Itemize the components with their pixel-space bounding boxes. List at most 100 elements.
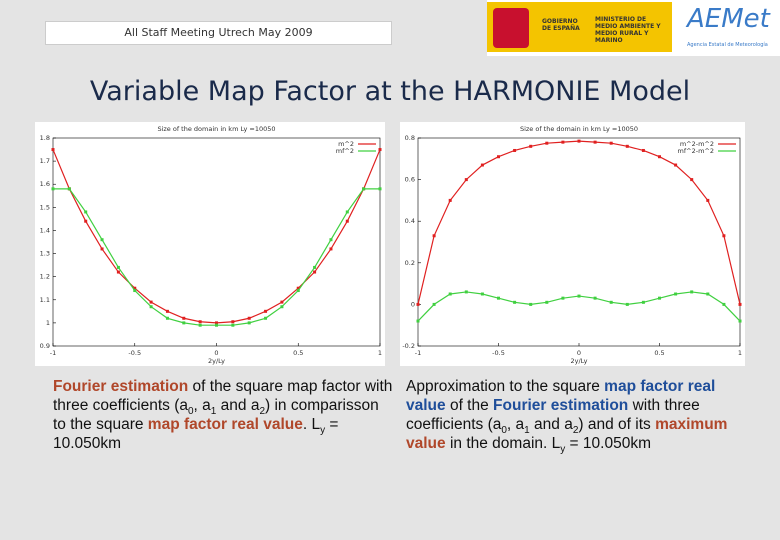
x-tick-label: -0.5 — [128, 349, 141, 357]
point-marker — [690, 178, 694, 182]
y-tick-label: 0 — [411, 300, 415, 308]
legend-label: m^2-m^2 — [680, 140, 714, 148]
y-tick-label: 1.8 — [40, 134, 50, 142]
point-marker — [593, 296, 597, 300]
point-marker — [641, 148, 645, 152]
y-tick-label: 1.1 — [40, 296, 50, 304]
x-tick-label: -1 — [415, 349, 421, 357]
point-marker — [280, 305, 284, 309]
caption-text: with three coefficients (a — [406, 397, 700, 433]
point-marker — [313, 270, 317, 274]
caption-text: 1 — [210, 406, 217, 418]
y-tick-label: -0.2 — [402, 342, 415, 350]
y-tick-label: 1.7 — [40, 157, 50, 165]
x-axis-label: 2y/Ly — [570, 357, 587, 365]
point-marker — [165, 316, 169, 320]
point-marker — [231, 320, 235, 324]
x-tick-label: 1 — [738, 349, 742, 357]
point-marker — [706, 292, 710, 296]
point-marker — [165, 309, 169, 313]
y-tick-label: 0.8 — [405, 134, 415, 142]
point-marker — [432, 302, 436, 306]
point-marker — [593, 140, 597, 144]
point-marker — [641, 300, 645, 304]
series-line — [53, 188, 380, 326]
gov-logo: GOBIERNO DE ESPAÑA MINISTERIO DE MEDIO A… — [487, 2, 672, 52]
point-marker — [448, 292, 452, 296]
caption-text: in the domain. L — [445, 435, 561, 452]
meeting-label: All Staff Meeting Utrech May 2009 — [45, 21, 392, 45]
point-marker — [722, 302, 726, 306]
point-marker — [100, 238, 104, 242]
point-marker — [513, 300, 517, 304]
caption-text: 2 — [259, 406, 266, 418]
caption-text: map factor real value — [406, 378, 716, 414]
point-marker — [133, 289, 137, 293]
point-marker — [529, 144, 533, 148]
point-marker — [464, 178, 468, 182]
point-marker — [215, 321, 218, 325]
point-marker — [625, 144, 629, 148]
caption-text: Fourier estimation — [493, 397, 629, 414]
point-marker — [116, 270, 120, 274]
point-marker — [674, 163, 678, 167]
point-marker — [545, 300, 549, 304]
y-tick-label: 1.6 — [40, 180, 50, 188]
y-tick-label: 1 — [46, 319, 50, 327]
caption-text: 0 — [187, 406, 194, 418]
point-marker — [198, 320, 202, 324]
y-tick-label: 1.2 — [40, 273, 50, 281]
caption-text: = 10.050km — [53, 416, 339, 452]
point-marker — [690, 290, 694, 294]
x-tick-label: -0.5 — [492, 349, 505, 357]
point-marker — [345, 210, 349, 214]
point-marker — [722, 234, 726, 238]
point-marker — [658, 155, 661, 159]
point-marker — [231, 323, 235, 327]
point-marker — [706, 198, 710, 202]
x-axis-label: 2y/Ly — [208, 357, 225, 365]
point-marker — [497, 296, 500, 300]
caption-text: map factor real value — [147, 416, 303, 433]
point-marker — [296, 286, 300, 290]
caption: Fourier estimation of the square map fac… — [53, 377, 393, 453]
point-marker — [51, 148, 55, 152]
point-marker — [480, 163, 484, 167]
point-marker — [609, 300, 613, 304]
point-marker — [674, 292, 678, 296]
point-marker — [378, 148, 382, 152]
point-marker — [513, 148, 517, 152]
point-marker — [264, 316, 268, 320]
point-marker — [84, 210, 88, 214]
point-marker — [182, 316, 186, 320]
point-marker — [182, 321, 186, 325]
y-tick-label: 1.4 — [40, 226, 50, 234]
y-tick-label: 0.2 — [405, 259, 415, 267]
caption-text: 1 — [524, 425, 530, 437]
caption-text: y — [320, 425, 326, 437]
caption-text: = 10.050km — [565, 435, 651, 452]
coat-of-arms — [493, 8, 529, 48]
caption-text: of the square map factor with three coef… — [53, 378, 393, 414]
point-marker — [529, 302, 533, 306]
point-marker — [280, 300, 284, 304]
point-marker — [416, 319, 420, 323]
point-marker — [432, 234, 436, 238]
point-marker — [416, 302, 420, 306]
chart: Size of the domain in km Ly =10050 0.9 1 1.… — [35, 122, 385, 366]
caption-text: of the — [445, 397, 494, 414]
series-line — [52, 149, 381, 324]
caption-text: ) in comparisson to the square — [53, 397, 379, 433]
caption-text: , a — [193, 397, 211, 414]
point-marker — [100, 247, 104, 251]
plot-frame — [52, 137, 381, 347]
point-marker — [264, 309, 268, 313]
point-marker — [149, 305, 153, 309]
point-marker — [625, 302, 629, 306]
point-marker — [609, 141, 613, 145]
caption-text: y — [560, 444, 566, 456]
x-tick-label: 0 — [214, 349, 218, 357]
x-tick-label: 0 — [577, 349, 581, 357]
caption-text: . L — [302, 416, 321, 433]
caption: Approximation to the square map factor r… — [406, 377, 746, 456]
